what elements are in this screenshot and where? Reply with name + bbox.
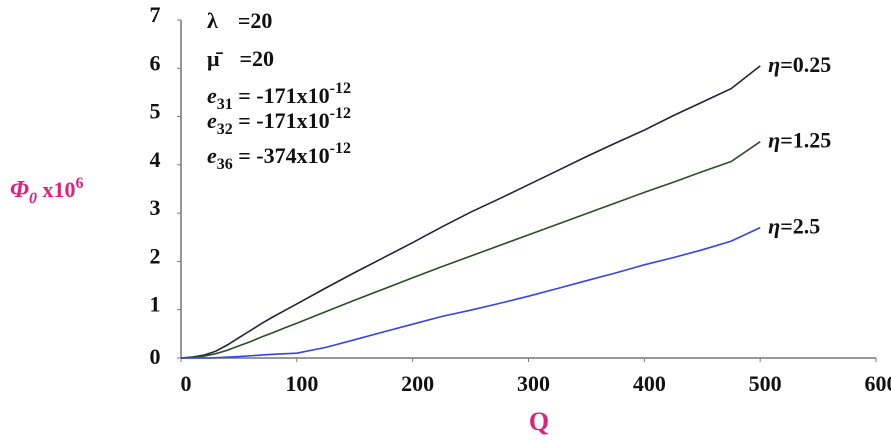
y-axis-suffix: x10 <box>37 177 76 202</box>
parameter-row: λ =20 <box>207 8 272 33</box>
parameter-symbol: λ <box>207 8 218 33</box>
x-tick-label: 500 <box>749 371 782 396</box>
y-tick-label: 6 <box>150 50 161 75</box>
parameter-subscript: 32 <box>217 121 233 138</box>
x-tick-label: 100 <box>285 371 318 396</box>
parameter-value: = -171x10 <box>233 108 330 133</box>
y-tick-label: 0 <box>150 344 161 369</box>
y-axis-subscript: 0 <box>29 190 37 207</box>
parameter-row: e31 = -171x10-12 <box>207 80 351 113</box>
series-label: η=2.5 <box>768 214 820 239</box>
y-axis-title: Φ0 x106 <box>10 175 83 207</box>
parameter-value: = -171x10 <box>233 83 330 108</box>
series-label-symbol: η <box>768 52 780 77</box>
parameter-symbol: e <box>207 83 217 108</box>
x-tick-label: 400 <box>633 371 666 396</box>
parameter-subscript: 36 <box>217 156 233 173</box>
series-line <box>180 141 761 359</box>
series-label: η=1.25 <box>768 128 831 153</box>
parameter-value: =20 <box>239 46 274 71</box>
series-line <box>181 226 761 359</box>
parameter-row: e32 = -171x10-12 <box>207 105 351 138</box>
ticks: 0 100 200 300 400 500 600 0 1 2 3 4 5 6 7 <box>150 2 891 396</box>
series-label: η=0.25 <box>768 52 831 77</box>
parameter-subscript: 31 <box>217 96 233 113</box>
series-label-value: =1.25 <box>780 128 831 153</box>
parameter-superscript: -12 <box>330 80 351 97</box>
parameter-superscript: -12 <box>330 140 351 157</box>
parameter-row: μ̄ =20 <box>207 46 274 71</box>
series-label-value: =0.25 <box>780 52 831 77</box>
y-tick-label: 7 <box>150 2 161 27</box>
y-tick-label: 4 <box>150 147 161 172</box>
y-tick-label: 1 <box>150 292 161 317</box>
series-label-value: =2.5 <box>780 214 820 239</box>
y-tick-label: 2 <box>150 243 161 268</box>
series-lines <box>180 65 761 359</box>
parameter-superscript: -12 <box>330 105 351 122</box>
x-axis-title: Q <box>529 407 549 436</box>
series-line <box>180 65 761 359</box>
parameter-value: =20 <box>238 8 273 33</box>
y-tick-label: 3 <box>150 195 161 220</box>
y-tick-label: 5 <box>150 99 161 124</box>
parameter-row: e36 = -374x10-12 <box>207 140 351 173</box>
parameter-symbol: e <box>207 108 217 133</box>
parameter-symbol: e <box>207 143 217 168</box>
series-labels: η=0.25η=1.25η=2.5 <box>768 52 831 239</box>
series-label-symbol: η <box>768 128 780 153</box>
series-label-symbol: η <box>768 214 780 239</box>
parameter-symbol: μ̄ <box>207 46 223 71</box>
y-axis-superscript: 6 <box>75 175 83 192</box>
x-tick-label: 200 <box>401 371 434 396</box>
x-tick-label: 0 <box>181 371 192 396</box>
x-tick-label: 600 <box>865 371 891 396</box>
parameter-value: = -374x10 <box>233 143 330 168</box>
y-axis-symbol: Φ <box>10 177 29 203</box>
x-tick-label: 300 <box>517 371 550 396</box>
